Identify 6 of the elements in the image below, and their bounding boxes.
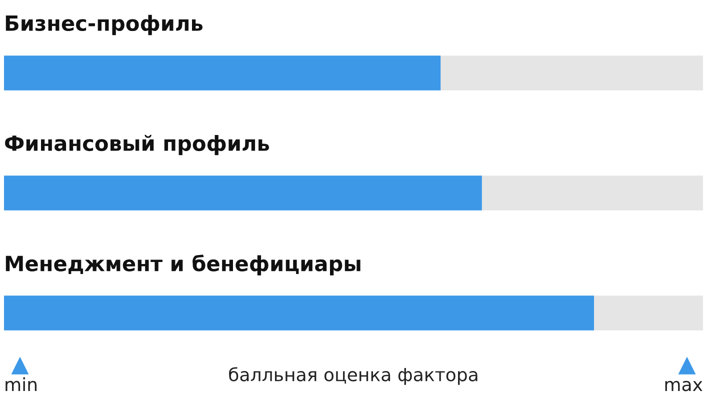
text: min	[6, 377, 37, 391]
x-axis-title: балльная оценка фактора	[229, 367, 478, 385]
y-tick-label: Менеджмент и бенефициары	[6, 254, 360, 276]
y-tick-label: Бизнес-профиль	[6, 14, 203, 36]
text: max	[665, 380, 702, 392]
y-tick-label: Финансовый профиль	[5, 134, 270, 156]
